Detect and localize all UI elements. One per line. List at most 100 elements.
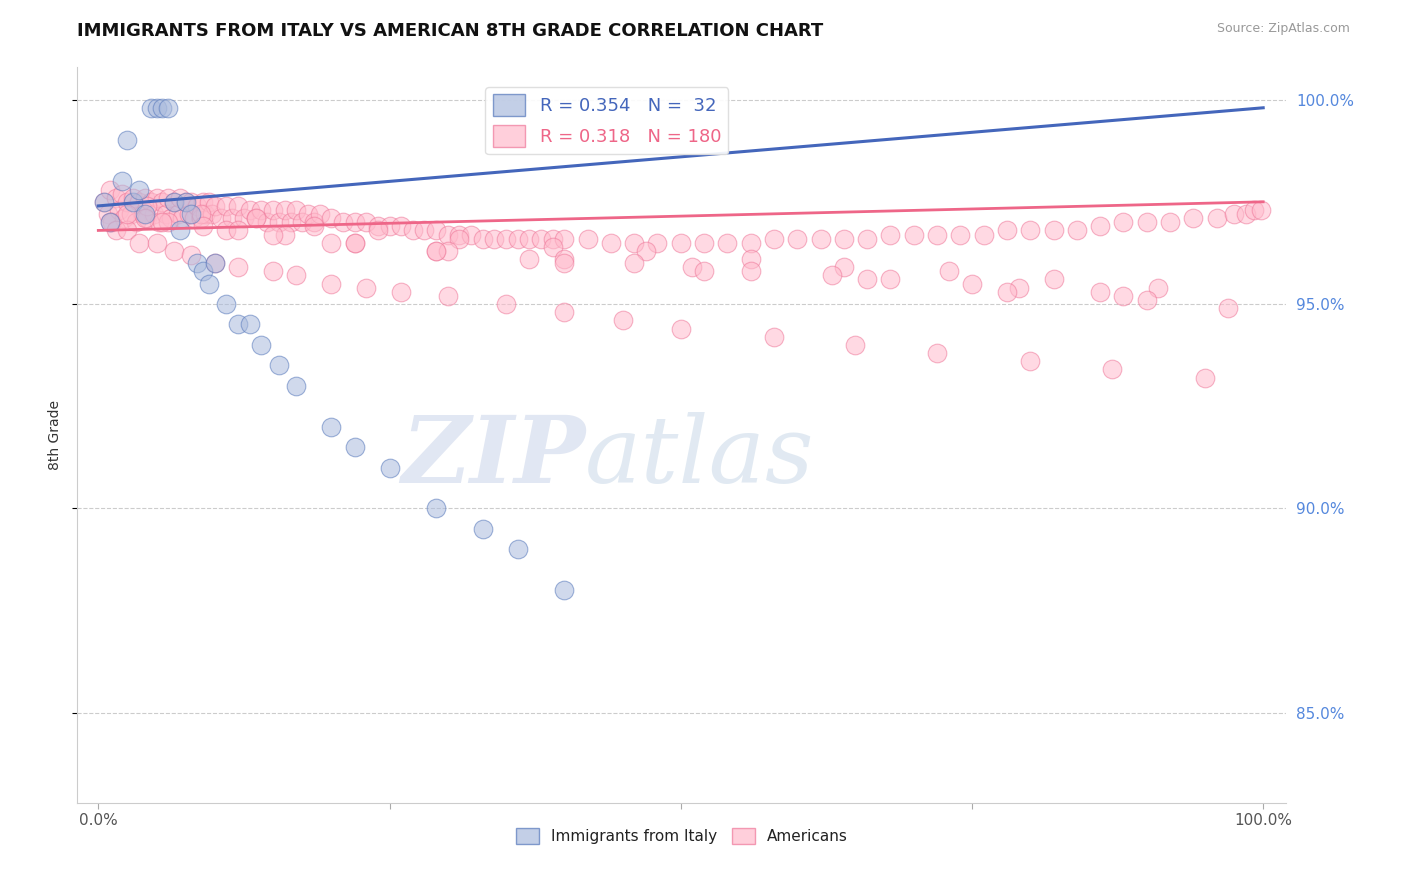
Point	[226, 199, 249, 213]
Point	[354, 281, 377, 295]
Point	[262, 202, 284, 217]
Point	[321, 211, 343, 226]
Point	[425, 244, 447, 258]
Point	[378, 219, 401, 234]
Point	[553, 256, 575, 270]
Point	[716, 235, 738, 250]
Point	[215, 199, 238, 213]
Point	[204, 256, 226, 270]
Point	[134, 211, 156, 226]
Point	[693, 235, 716, 250]
Point	[128, 183, 150, 197]
Point	[471, 232, 494, 246]
Point	[1019, 223, 1042, 237]
Point	[291, 215, 314, 229]
Point	[1159, 215, 1181, 229]
Point	[436, 227, 458, 242]
Point	[484, 232, 506, 246]
Point	[1007, 281, 1029, 295]
Point	[343, 235, 366, 250]
Point	[1205, 211, 1227, 226]
Point	[93, 194, 115, 209]
Point	[425, 244, 447, 258]
Point	[98, 215, 121, 229]
Point	[599, 235, 621, 250]
Point	[273, 202, 295, 217]
Point	[332, 215, 354, 229]
Point	[669, 235, 692, 250]
Point	[506, 542, 529, 557]
Point	[104, 223, 127, 237]
Point	[343, 215, 366, 229]
Point	[1218, 301, 1240, 315]
Point	[150, 194, 173, 209]
Point	[879, 272, 901, 286]
Point	[163, 244, 186, 258]
Point	[204, 199, 226, 213]
Text: ZIP: ZIP	[401, 412, 585, 502]
Point	[155, 207, 177, 221]
Point	[262, 264, 284, 278]
Point	[98, 215, 121, 229]
Point	[180, 194, 202, 209]
Point	[949, 227, 972, 242]
Point	[209, 211, 232, 226]
Point	[1136, 215, 1159, 229]
Point	[367, 219, 389, 234]
Point	[134, 191, 156, 205]
Point	[150, 215, 173, 229]
Point	[285, 378, 308, 392]
Point	[995, 223, 1018, 237]
Point	[194, 207, 217, 221]
Point	[136, 199, 159, 213]
Point	[180, 248, 202, 262]
Point	[122, 191, 145, 205]
Point	[879, 227, 901, 242]
Point	[740, 264, 762, 278]
Point	[117, 133, 139, 147]
Point	[204, 256, 226, 270]
Point	[163, 194, 186, 209]
Point	[190, 211, 212, 226]
Point	[148, 215, 170, 229]
Point	[1088, 219, 1111, 234]
Point	[190, 207, 212, 221]
Point	[120, 207, 142, 221]
Point	[541, 240, 564, 254]
Point	[302, 219, 325, 234]
Point	[139, 194, 162, 209]
Point	[506, 232, 529, 246]
Point	[215, 223, 238, 237]
Point	[1112, 289, 1135, 303]
Point	[166, 207, 188, 221]
Point	[198, 194, 221, 209]
Point	[973, 227, 995, 242]
Point	[285, 202, 308, 217]
Point	[117, 194, 139, 209]
Point	[285, 268, 308, 283]
Point	[122, 194, 145, 209]
Point	[425, 223, 447, 237]
Point	[131, 207, 153, 221]
Point	[553, 232, 575, 246]
Point	[128, 194, 150, 209]
Point	[425, 501, 447, 516]
Point	[110, 174, 132, 188]
Point	[623, 256, 645, 270]
Point	[163, 194, 186, 209]
Point	[367, 223, 389, 237]
Point	[98, 183, 121, 197]
Point	[97, 207, 120, 221]
Point	[143, 207, 166, 221]
Point	[93, 194, 115, 209]
Point	[541, 232, 564, 246]
Point	[1223, 207, 1246, 221]
Point	[1234, 207, 1257, 221]
Point	[186, 199, 208, 213]
Point	[302, 215, 325, 229]
Point	[134, 207, 156, 221]
Point	[136, 211, 159, 226]
Point	[245, 211, 267, 226]
Point	[449, 227, 471, 242]
Point	[1066, 223, 1088, 237]
